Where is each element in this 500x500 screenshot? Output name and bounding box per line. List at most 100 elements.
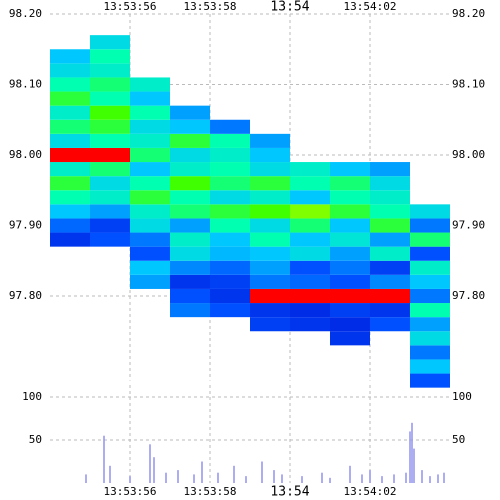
heat-cell xyxy=(210,260,250,275)
volume-bar xyxy=(165,472,167,483)
heat-cell xyxy=(330,232,370,247)
heat-cell xyxy=(290,274,330,289)
heat-cell xyxy=(370,246,410,261)
heat-cell xyxy=(370,204,410,219)
y-tick-label: 98.20 xyxy=(9,7,42,20)
heat-cell xyxy=(250,246,290,261)
y-tick-label: 97.80 xyxy=(9,289,42,302)
y-tick-label-right: 97.80 xyxy=(452,289,485,302)
volume-bar xyxy=(149,444,151,483)
heat-cell xyxy=(50,119,90,134)
heat-cell xyxy=(50,133,90,148)
heat-cell xyxy=(50,49,90,64)
heat-cell xyxy=(50,218,90,233)
heat-cell xyxy=(370,288,410,304)
heat-cell xyxy=(370,218,410,233)
heat-cell xyxy=(290,232,330,247)
y-tick-label: 98.00 xyxy=(9,148,42,161)
heat-cell xyxy=(290,218,330,233)
heat-cell xyxy=(50,77,90,92)
volume-bar xyxy=(361,474,363,483)
volume-bar xyxy=(369,470,371,483)
heat-cell xyxy=(130,274,170,289)
heat-cell xyxy=(50,105,90,120)
heat-cell xyxy=(170,303,210,318)
heat-cell xyxy=(90,105,130,120)
heat-cell xyxy=(330,260,370,275)
heat-cell xyxy=(170,232,210,247)
heat-cell xyxy=(250,218,290,233)
heat-cell xyxy=(250,274,290,289)
volume-bar xyxy=(109,465,111,483)
volume-bar xyxy=(393,474,395,483)
heat-cell xyxy=(130,218,170,233)
heat-cell xyxy=(370,190,410,205)
volume-bar xyxy=(85,474,87,483)
heat-cell xyxy=(170,274,210,289)
heat-cell xyxy=(130,260,170,275)
volume-bar xyxy=(153,457,155,483)
volume-bar xyxy=(217,472,219,483)
heat-cell xyxy=(410,288,450,304)
volume-bar xyxy=(281,474,283,483)
heat-cell xyxy=(210,176,250,191)
volume-bar xyxy=(201,461,203,483)
y-tick-label: 97.90 xyxy=(9,219,42,232)
heat-cell xyxy=(250,303,290,318)
heat-cell xyxy=(210,246,250,261)
heat-cell xyxy=(250,147,290,163)
volume-bar xyxy=(129,476,131,483)
heat-cell xyxy=(170,260,210,275)
heat-cell xyxy=(50,63,90,78)
heat-cell xyxy=(250,176,290,191)
volume-bar xyxy=(177,470,179,483)
heat-cell xyxy=(170,190,210,205)
volume-bar xyxy=(381,476,383,483)
heat-cell xyxy=(410,204,450,219)
heat-cell xyxy=(410,218,450,233)
heat-cell xyxy=(130,246,170,261)
heat-cell xyxy=(90,190,130,205)
heat-cell xyxy=(250,204,290,219)
heat-cell xyxy=(90,176,130,191)
volume-bar xyxy=(437,474,439,483)
heat-cell xyxy=(330,288,370,304)
y-tick-label-right: 98.10 xyxy=(452,78,485,91)
volume-bar xyxy=(443,472,445,483)
heat-cell xyxy=(210,218,250,233)
heat-cell xyxy=(250,232,290,247)
heat-cell xyxy=(210,147,250,163)
heat-cell xyxy=(210,119,250,134)
heat-cell xyxy=(410,274,450,289)
heat-cell xyxy=(50,232,90,247)
volume-bar xyxy=(411,422,413,483)
heat-cell xyxy=(330,246,370,261)
heat-cell xyxy=(410,359,450,374)
heat-cell xyxy=(130,162,170,177)
y-tick-label-right: 98.00 xyxy=(452,148,485,161)
y-tick-label-right: 97.90 xyxy=(452,219,485,232)
heat-cell xyxy=(170,218,210,233)
heat-cell xyxy=(130,119,170,134)
volume-bar xyxy=(193,474,195,483)
heat-cell xyxy=(130,204,170,219)
heat-cell xyxy=(90,133,130,148)
heat-cell xyxy=(370,303,410,318)
volume-bar xyxy=(301,476,303,483)
volume-bar xyxy=(245,476,247,483)
volume-bar xyxy=(321,472,323,483)
heat-cell xyxy=(210,133,250,148)
heat-cell xyxy=(90,204,130,219)
y-tick-label-right: 100 xyxy=(452,390,472,403)
heat-cell xyxy=(170,204,210,219)
x-tick-label: 13:54 xyxy=(270,485,309,500)
heat-cell xyxy=(250,162,290,177)
heat-cell xyxy=(330,317,370,332)
volume-bar xyxy=(421,470,423,483)
heat-cell xyxy=(170,246,210,261)
heat-cell xyxy=(50,204,90,219)
y-tick-label: 100 xyxy=(22,390,42,403)
heat-cell xyxy=(90,147,130,163)
heat-cell xyxy=(210,162,250,177)
heat-cell xyxy=(410,331,450,346)
